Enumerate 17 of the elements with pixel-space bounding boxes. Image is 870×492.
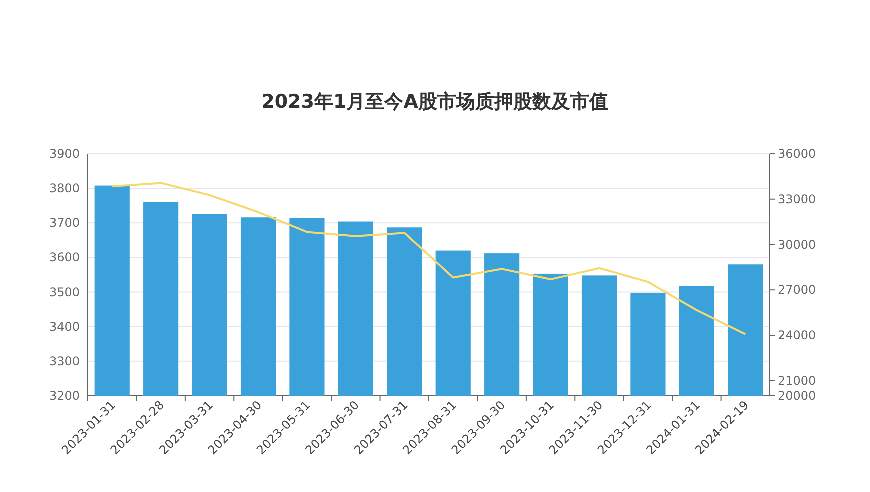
y-tick-label: 3800	[49, 182, 80, 196]
y2-tick-label: 20000	[778, 389, 816, 403]
y-tick-label: 3600	[49, 250, 80, 265]
y2-tick-label: 21000	[778, 374, 816, 388]
line-series	[111, 182, 747, 336]
y-tick-label: 3500	[49, 285, 80, 300]
y2-tick-label: 33000	[778, 192, 816, 206]
y2-tick-label: 24000	[778, 328, 816, 342]
y-tick-label: 3400	[49, 320, 80, 334]
y-tick-label: 3700	[49, 216, 80, 230]
y2-tick-label: 36000	[778, 147, 816, 161]
y-tick-label: 3900	[49, 147, 80, 161]
y-tick-label: 3300	[49, 354, 80, 368]
y-tick-label: 3200	[49, 389, 80, 403]
y2-tick-label: 30000	[778, 238, 816, 252]
y2-tick-label: 27000	[778, 283, 816, 298]
chart-title: 2023年1月至今A股市场质押股数及市值	[262, 91, 608, 113]
